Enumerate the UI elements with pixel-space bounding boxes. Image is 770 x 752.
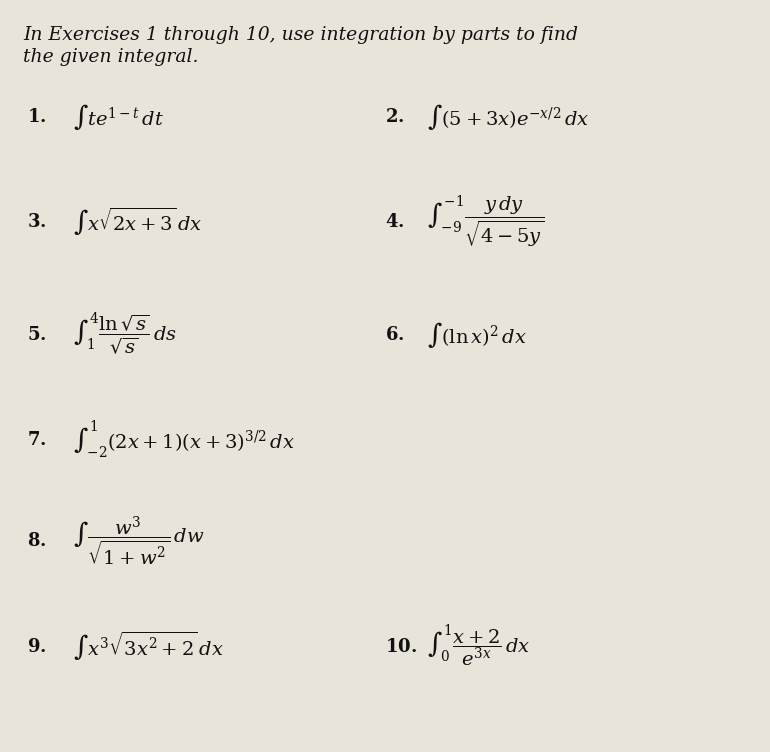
Text: $\int x^3\sqrt{3x^2 + 2}\, dx$: $\int x^3\sqrt{3x^2 + 2}\, dx$ (73, 630, 224, 663)
Text: $\int_{1}^{4} \dfrac{\ln\sqrt{s}}{\sqrt{s}}\, ds$: $\int_{1}^{4} \dfrac{\ln\sqrt{s}}{\sqrt{… (73, 311, 177, 358)
Text: $\int_{0}^{1} \dfrac{x + 2}{e^{3x}}\, dx$: $\int_{0}^{1} \dfrac{x + 2}{e^{3x}}\, dx… (427, 623, 531, 670)
Text: In Exercises 1 through 10, use integration by parts to find: In Exercises 1 through 10, use integrati… (23, 26, 578, 44)
Text: $\int te^{1-t}\, dt$: $\int te^{1-t}\, dt$ (73, 102, 165, 132)
Text: $\int_{-2}^{1} (2x + 1)(x + 3)^{3/2}\, dx$: $\int_{-2}^{1} (2x + 1)(x + 3)^{3/2}\, d… (73, 419, 296, 461)
Text: $\mathbf{4.}$: $\mathbf{4.}$ (385, 213, 404, 231)
Text: $\mathbf{5.}$: $\mathbf{5.}$ (27, 326, 46, 344)
Text: $\mathbf{7.}$: $\mathbf{7.}$ (27, 431, 46, 449)
Text: $\int x\sqrt{2x + 3}\, dx$: $\int x\sqrt{2x + 3}\, dx$ (73, 206, 203, 238)
Text: $\mathbf{3.}$: $\mathbf{3.}$ (27, 213, 46, 231)
Text: $\int (\ln x)^2\, dx$: $\int (\ln x)^2\, dx$ (427, 320, 527, 350)
Text: $\mathbf{8.}$: $\mathbf{8.}$ (27, 532, 46, 550)
Text: $\mathbf{9.}$: $\mathbf{9.}$ (27, 638, 46, 656)
Text: $\mathbf{2.}$: $\mathbf{2.}$ (385, 108, 404, 126)
Text: $\mathbf{10.}$: $\mathbf{10.}$ (385, 638, 417, 656)
Text: $\int (5 + 3x)e^{-x/2}\, dx$: $\int (5 + 3x)e^{-x/2}\, dx$ (427, 102, 590, 132)
Text: $\mathbf{6.}$: $\mathbf{6.}$ (385, 326, 404, 344)
Text: $\int_{-9}^{-1} \dfrac{y\, dy}{\sqrt{4 - 5y}}$: $\int_{-9}^{-1} \dfrac{y\, dy}{\sqrt{4 -… (427, 193, 544, 250)
Text: $\int \dfrac{w^3}{\sqrt{1 + w^2}}\, dw$: $\int \dfrac{w^3}{\sqrt{1 + w^2}}\, dw$ (73, 515, 205, 568)
Text: the given integral.: the given integral. (23, 48, 199, 66)
Text: $\mathbf{1.}$: $\mathbf{1.}$ (27, 108, 46, 126)
